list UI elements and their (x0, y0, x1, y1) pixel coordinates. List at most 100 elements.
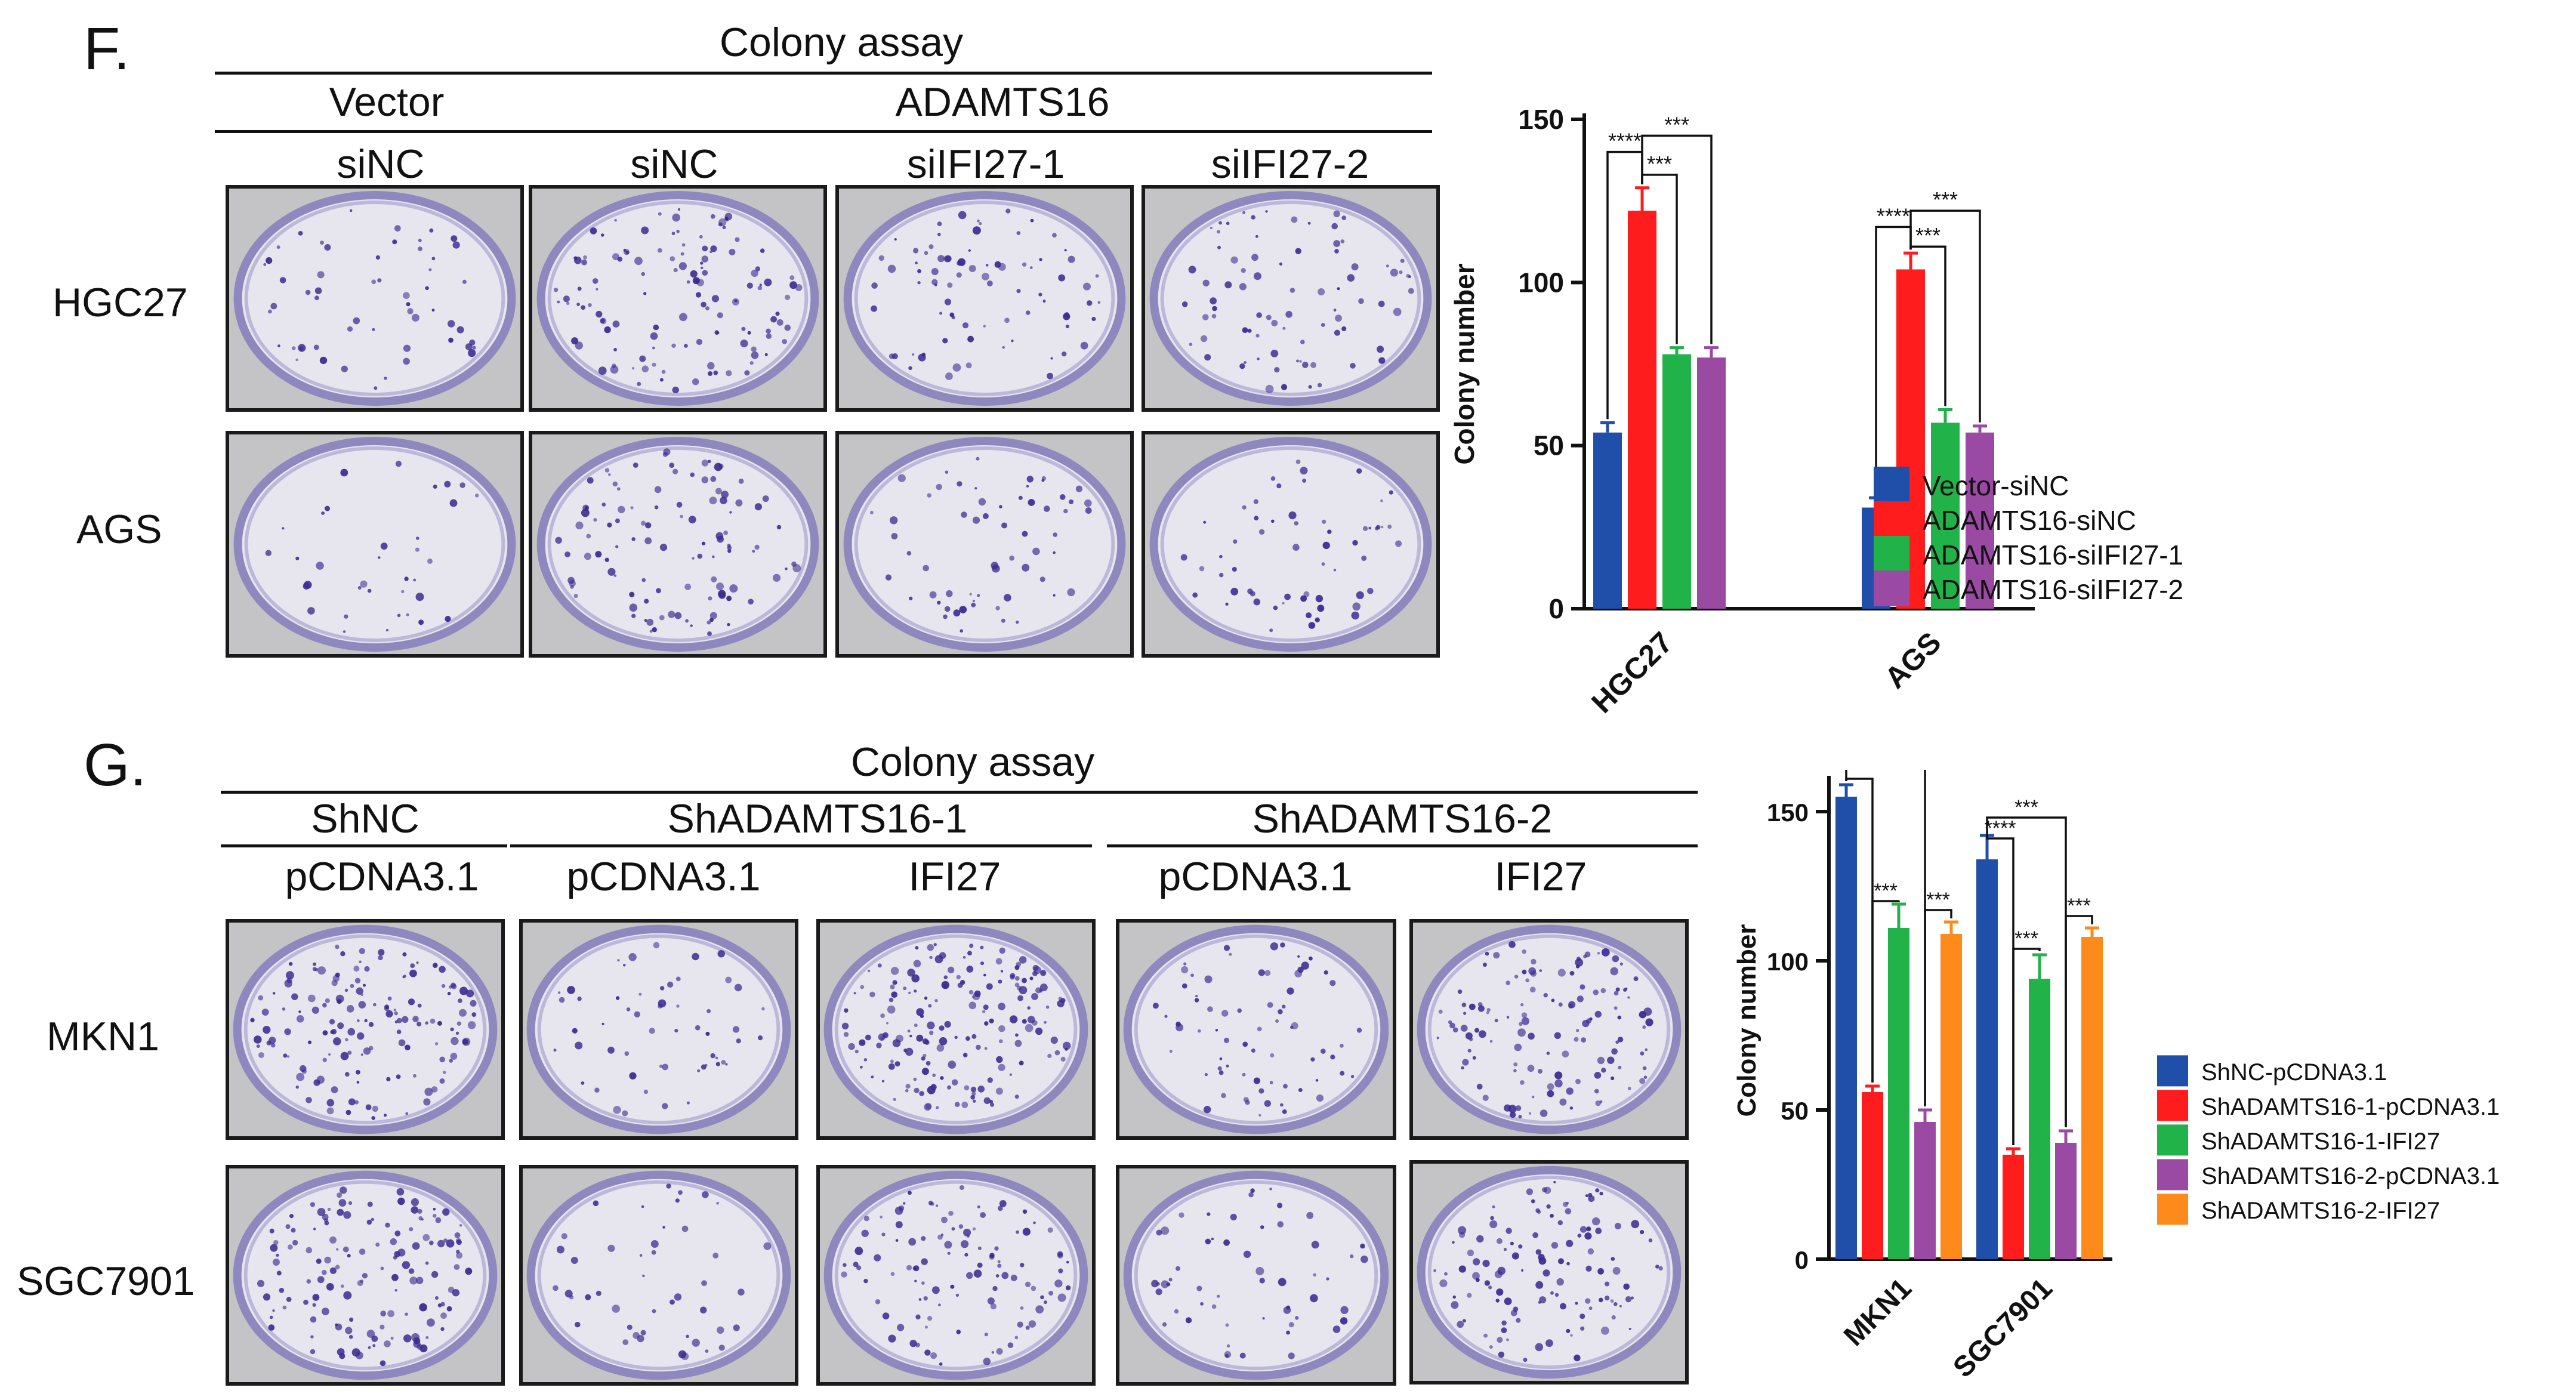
colony-plate (226, 185, 524, 412)
y-tick-label: 0 (1548, 593, 1564, 624)
legend-swatch (1874, 536, 1909, 572)
legend-label: Vector-siNC (1923, 470, 2069, 501)
y-tick-label: 50 (1781, 1097, 1809, 1125)
significance-label: *** (2067, 895, 2091, 917)
colony-plate (226, 431, 524, 658)
panel-g-col-1: pCDNA3.1 (285, 854, 479, 899)
significance-bracket (1924, 909, 1952, 1106)
panel-g-title-rule (221, 791, 1698, 794)
colony-plate (529, 185, 827, 412)
colony-plate (1142, 431, 1440, 658)
panel-f-assay-title: Colony assay (719, 20, 964, 65)
bar (2081, 937, 2103, 1259)
colony-plate (226, 919, 505, 1140)
panel-g-col-4: pCDNA3.1 (1158, 854, 1353, 899)
significance-bracket (1986, 816, 2067, 1127)
panel-g-col-5: IFI27 (1494, 854, 1587, 899)
legend-label: ADAMTS16-siNC (1923, 505, 2136, 536)
legend-label: ShADAMTS16-1-pCDNA3.1 (2201, 1094, 2500, 1120)
legend-swatch (1874, 571, 1909, 606)
legend-swatch (1874, 501, 1909, 537)
significance-label: *** (1664, 112, 1689, 137)
panel-f-row-2: AGS (76, 507, 162, 552)
y-axis-label: Colony number (1732, 924, 1761, 1117)
legend-label: ShADAMTS16-2-IFI27 (2201, 1198, 2440, 1224)
colony-plate (1409, 919, 1689, 1140)
x-tick-label: MKN1 (1838, 1272, 1918, 1352)
significance-bracket (2065, 915, 2093, 1127)
significance-bracket (1641, 134, 1713, 344)
bar (2003, 1155, 2024, 1259)
bar (1862, 1092, 1883, 1259)
x-tick-label: HGC27 (1585, 625, 1679, 719)
colony-plate (519, 919, 798, 1140)
panel-g-assay-title: Colony assay (850, 739, 1095, 785)
colony-plate (519, 1165, 798, 1386)
significance-label: **** (1608, 129, 1642, 153)
bar (1835, 797, 1857, 1259)
panel-f-row-1: HGC27 (53, 280, 188, 325)
colony-plate (529, 431, 827, 658)
panel-g-shnc-rule (221, 844, 507, 847)
bar (1697, 357, 1726, 609)
y-tick-label: 150 (1518, 104, 1564, 135)
panel-g-group-sh1: ShADAMTS16-1 (667, 796, 968, 841)
legend-swatch (1874, 467, 1909, 502)
legend-swatch (2157, 1055, 2188, 1087)
y-tick-label: 50 (1534, 430, 1564, 461)
panel-f-letter: F. (84, 16, 130, 82)
significance-label: *** (1915, 223, 1941, 248)
significance-bracket (1871, 900, 1900, 1083)
significance-label: *** (2014, 796, 2038, 819)
y-tick-label: 100 (1518, 267, 1564, 298)
y-tick-label: 100 (1767, 948, 1809, 976)
bar (1941, 934, 1962, 1259)
panel-g-col-2: pCDNA3.1 (566, 854, 761, 899)
bar (2055, 1143, 2077, 1259)
panel-g-letter: G. (84, 732, 147, 798)
legend-swatch (2157, 1124, 2188, 1156)
y-axis-label: Colony number (1449, 263, 1480, 464)
significance-label: *** (1874, 880, 1898, 902)
legend-swatch (2157, 1090, 2188, 1121)
bar (1628, 211, 1656, 609)
colony-plate (835, 431, 1134, 658)
significance-bracket (1845, 770, 1926, 1106)
panel-f-col-4: siIFI27-2 (1211, 141, 1369, 187)
x-tick-label: AGS (1878, 625, 1948, 695)
panel-g-group-sh2: ShADAMTS16-2 (1252, 796, 1553, 841)
panel-g-row-1: MKN1 (47, 1014, 159, 1059)
panel-f-vector-rule (215, 130, 534, 133)
panel-f-col-1: siNC (337, 141, 425, 187)
significance-label: **** (1985, 817, 2016, 840)
bar (1931, 423, 1960, 609)
bar (1662, 354, 1691, 609)
x-tick-label: SGC7901 (1947, 1272, 2059, 1384)
panel-f-adamts16-rule (525, 130, 1432, 133)
legend-label: ShADAMTS16-1-IFI27 (2201, 1128, 2440, 1155)
panel-g-sh1-rule (510, 844, 1092, 847)
bar (1976, 859, 1998, 1259)
colony-plate (816, 1165, 1096, 1386)
significance-bracket (2012, 948, 2041, 1145)
significance-label: *** (1933, 187, 1958, 212)
panel-f-col-2: siNC (630, 141, 718, 187)
significance-label: *** (1647, 152, 1672, 176)
panel-f-title-rule (215, 72, 1432, 75)
legend-label: ShADAMTS16-2-pCDNA3.1 (2201, 1163, 2500, 1189)
legend-label: ADAMTS16-siIFI27-1 (1923, 539, 2183, 571)
colony-plate (1116, 919, 1396, 1140)
significance-bracket (1909, 209, 1981, 423)
panel-g-sh2-rule (1107, 844, 1698, 847)
colony-plate (816, 919, 1096, 1140)
significance-label: *** (2014, 927, 2038, 950)
panel-g-group-shnc: ShNC (311, 796, 419, 841)
bar (1888, 928, 1909, 1259)
colony-plate (835, 185, 1134, 412)
legend-swatch (2157, 1159, 2188, 1191)
colony-plate (1116, 1165, 1396, 1386)
y-tick-label: 0 (1795, 1246, 1809, 1274)
panel-f-col-3: siIFI27-1 (906, 141, 1065, 187)
